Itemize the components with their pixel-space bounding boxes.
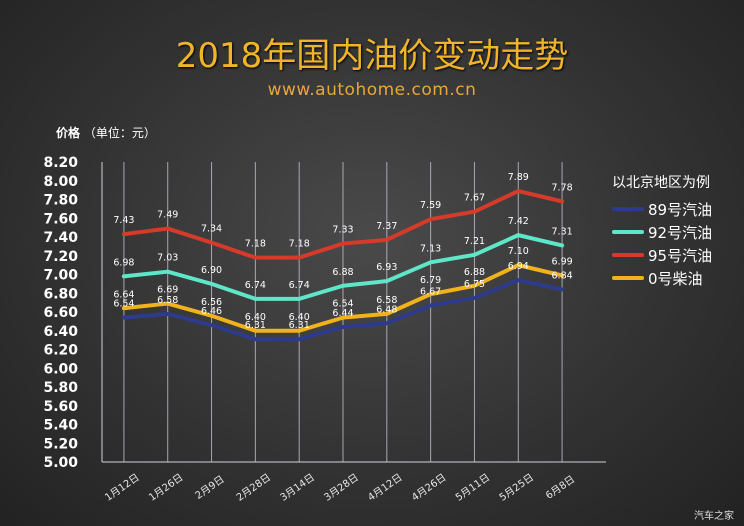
y-tick-label: 5.00 <box>43 455 78 471</box>
data-label: 6.75 <box>464 279 485 290</box>
data-label: 7.34 <box>201 224 222 235</box>
y-tick-label: 6.20 <box>43 343 78 359</box>
legend-item: 92号汽油 <box>612 221 712 243</box>
legend-swatch <box>612 276 644 280</box>
legend-swatch <box>612 253 644 257</box>
y-axis-label-main: 价格 <box>56 126 81 140</box>
x-tick-label: 5月11日 <box>453 471 492 503</box>
y-tick-label: 7.80 <box>43 193 78 209</box>
data-label: 6.58 <box>157 295 178 306</box>
data-label: 6.88 <box>464 267 485 278</box>
x-tick-label: 3月28日 <box>322 471 361 503</box>
data-label: 7.59 <box>420 200 441 211</box>
data-label: 7.31 <box>552 226 573 237</box>
series-92-line <box>121 233 565 301</box>
y-tick-label: 5.20 <box>43 436 78 452</box>
data-label: 6.64 <box>113 289 134 300</box>
data-label: 6.79 <box>420 275 441 286</box>
data-label: 6.99 <box>552 256 573 267</box>
y-tick-label: 5.40 <box>43 418 78 434</box>
data-label: 6.90 <box>201 265 222 276</box>
data-label: 6.56 <box>201 297 222 308</box>
x-tick-label: 3月14日 <box>278 471 317 503</box>
y-tick-label: 7.60 <box>43 211 78 227</box>
y-tick-label: 5.60 <box>43 399 78 415</box>
x-tick-label: 1月26日 <box>147 471 186 503</box>
data-label: 7.21 <box>464 236 485 247</box>
data-label: 6.94 <box>508 261 529 272</box>
x-tick-label: 2月9日 <box>193 473 227 502</box>
data-label: 7.33 <box>332 225 353 236</box>
chart-title: 2018年国内油价变动走势 <box>175 36 569 76</box>
y-tick-label: 8.00 <box>43 174 78 190</box>
x-tick-label: 1月12日 <box>103 471 142 503</box>
legend-label: 95号汽油 <box>648 246 713 265</box>
legend-label: 0号柴油 <box>648 269 703 288</box>
x-tick-label: 2月28日 <box>234 471 273 503</box>
data-label: 7.43 <box>113 215 134 226</box>
x-tick-label: 5月25日 <box>497 471 536 503</box>
y-tick-label: 6.80 <box>43 286 78 302</box>
data-label: 6.74 <box>245 280 266 291</box>
data-label: 6.88 <box>332 267 353 278</box>
chart-subtitle: www.autohome.com.cn <box>267 80 477 100</box>
data-label: 6.58 <box>376 295 397 306</box>
data-label: 6.44 <box>332 308 353 319</box>
series-95-line <box>121 189 565 260</box>
data-label: 6.69 <box>157 285 178 296</box>
legend-label: 89号汽油 <box>648 200 713 219</box>
y-axis-label-unit: （单位：元） <box>83 126 156 140</box>
y-tick-label: 7.20 <box>43 249 78 265</box>
data-label: 6.84 <box>552 271 573 282</box>
data-label: 6.98 <box>113 257 134 268</box>
data-label: 7.03 <box>157 253 178 264</box>
series-0-diesel-line <box>121 263 565 333</box>
y-tick-label: 8.20 <box>43 155 78 171</box>
data-label: 6.31 <box>245 320 266 331</box>
data-label: 7.18 <box>245 239 266 250</box>
data-label: 7.18 <box>289 239 310 250</box>
legend-item: 89号汽油 <box>612 198 712 220</box>
y-axis-label: 价格 （单位：元） <box>56 124 156 141</box>
data-label: 7.13 <box>420 243 441 254</box>
data-label: 6.46 <box>201 306 222 317</box>
data-label: 6.93 <box>376 262 397 273</box>
data-label: 7.78 <box>552 182 573 193</box>
watermark: 汽车之家 <box>694 511 734 522</box>
y-tick-label: 6.40 <box>43 324 78 340</box>
y-tick-label: 7.00 <box>43 268 78 284</box>
legend-label: 92号汽油 <box>648 223 713 242</box>
data-label: 7.42 <box>508 216 529 227</box>
y-tick-label: 7.40 <box>43 230 78 246</box>
series-89-line <box>121 278 565 342</box>
data-label: 7.49 <box>157 210 178 221</box>
legend-item: 0号柴油 <box>612 267 703 289</box>
data-label: 6.54 <box>113 299 134 310</box>
legend-item: 95号汽油 <box>612 244 712 266</box>
x-tick-label: 4月12日 <box>366 471 405 503</box>
legend-swatch <box>612 230 644 234</box>
data-label: 6.48 <box>376 304 397 315</box>
data-label: 6.40 <box>289 312 310 323</box>
x-tick-label: 6月8日 <box>544 473 578 502</box>
data-label: 6.40 <box>245 312 266 323</box>
data-label: 6.54 <box>332 299 353 310</box>
y-tick-label: 6.60 <box>43 305 78 321</box>
data-label: 6.74 <box>289 280 310 291</box>
x-tick-label: 4月26日 <box>409 471 448 503</box>
legend-swatch <box>612 207 644 211</box>
data-label: 7.10 <box>508 246 529 257</box>
y-tick-label: 5.80 <box>43 380 78 396</box>
data-label: 6.31 <box>289 320 310 331</box>
legend-title: 以北京地区为例 <box>612 175 710 191</box>
y-tick-label: 6.00 <box>43 361 78 377</box>
data-label: 7.37 <box>376 221 397 232</box>
data-label: 6.67 <box>420 286 441 297</box>
data-label: 7.89 <box>508 172 529 183</box>
data-label: 7.67 <box>464 193 485 204</box>
